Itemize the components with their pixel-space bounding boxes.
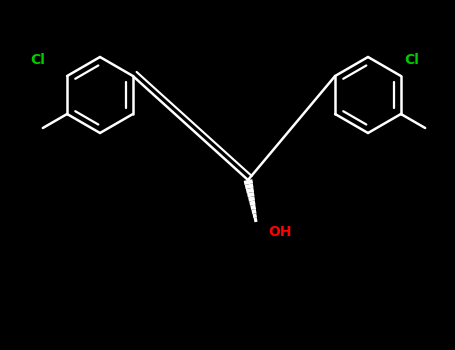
Text: Cl: Cl	[404, 53, 420, 67]
Text: Cl: Cl	[30, 53, 46, 67]
Text: OH: OH	[268, 225, 292, 239]
